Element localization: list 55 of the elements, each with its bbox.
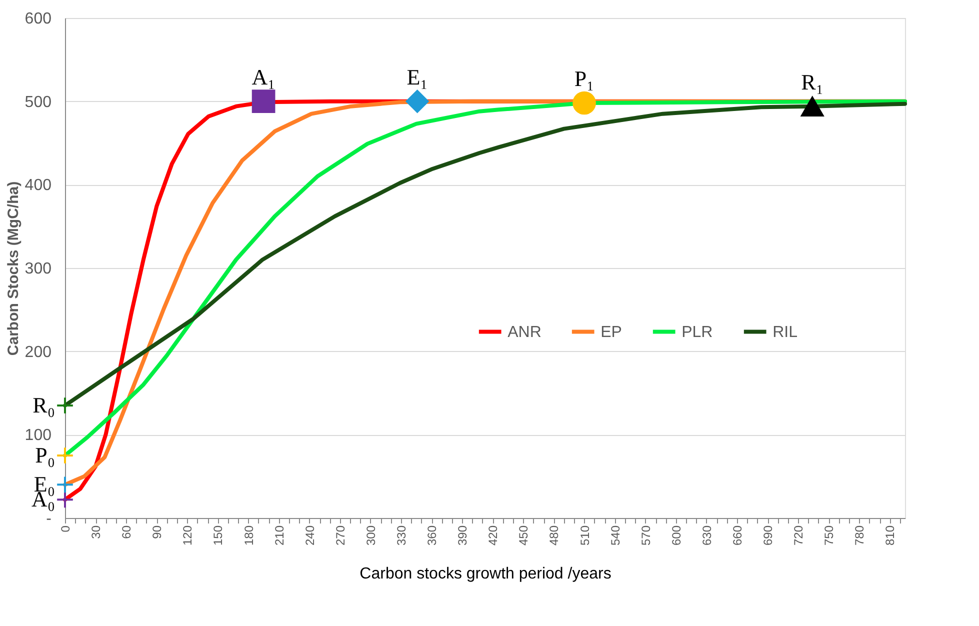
x-tick-label: 510 xyxy=(578,525,592,546)
annotation: R₀ xyxy=(32,392,55,418)
y-tick-label: 600 xyxy=(24,10,52,28)
x-tick-label: 270 xyxy=(333,525,348,546)
x-tick-label: 720 xyxy=(792,525,806,546)
legend-label: EP xyxy=(600,324,622,341)
y-tick-label: 500 xyxy=(24,94,52,111)
x-tick-label: 690 xyxy=(761,525,776,546)
legend-label: ANR xyxy=(508,324,542,341)
point xyxy=(56,396,74,414)
point xyxy=(56,476,74,494)
annotation: A₁ xyxy=(252,64,276,90)
point xyxy=(252,90,276,114)
x-axis-title: Carbon stocks growth period /years xyxy=(360,566,612,583)
y-tick-label: 300 xyxy=(24,260,52,278)
x-tick-label: 630 xyxy=(700,525,714,546)
x-tick-label: 60 xyxy=(120,525,134,539)
annotation: R₁ xyxy=(801,69,824,94)
x-tick-label: 300 xyxy=(364,525,378,546)
x-tick-label: 180 xyxy=(242,525,256,546)
x-tick-label: 600 xyxy=(669,525,684,546)
x-tick-label: 420 xyxy=(486,525,500,546)
annotation: P₀ xyxy=(35,442,55,468)
legend-label: PLR xyxy=(682,324,713,341)
point xyxy=(56,446,74,464)
x-tick-label: 120 xyxy=(180,525,195,546)
x-tick-label: 210 xyxy=(272,525,286,546)
legend-label: RIL xyxy=(772,324,798,341)
y-tick-label: 400 xyxy=(24,177,52,194)
x-tick-label: 360 xyxy=(425,525,440,546)
annotation: P₁ xyxy=(574,66,594,91)
x-tick-label: 0 xyxy=(58,525,72,532)
x-tick-label: 330 xyxy=(394,525,408,546)
x-tick-label: 390 xyxy=(456,525,470,546)
x-tick-label: 150 xyxy=(211,525,226,546)
annotation: E₁ xyxy=(406,64,428,90)
point xyxy=(572,91,596,115)
y-tick-label: 100 xyxy=(24,427,52,444)
x-tick-label: 750 xyxy=(822,525,836,546)
x-tick-label: 240 xyxy=(302,525,317,546)
y-tick-label: 200 xyxy=(24,344,52,361)
point xyxy=(56,490,74,509)
x-tick-label: 780 xyxy=(852,525,867,546)
x-tick-label: 540 xyxy=(608,525,622,546)
x-tick-label: 450 xyxy=(516,525,531,546)
x-tick-label: 480 xyxy=(547,525,562,546)
x-tick-label: 30 xyxy=(89,525,104,539)
point xyxy=(800,96,824,117)
x-tick-label: 810 xyxy=(883,525,898,546)
y-tick-label: - xyxy=(46,510,52,528)
y-axis-title: Carbon Stocks (MgC/ha) xyxy=(4,181,22,356)
x-tick-label: 90 xyxy=(150,525,164,539)
point xyxy=(406,90,429,114)
x-tick-label: 570 xyxy=(638,525,653,546)
x-tick-label: 660 xyxy=(730,525,744,546)
